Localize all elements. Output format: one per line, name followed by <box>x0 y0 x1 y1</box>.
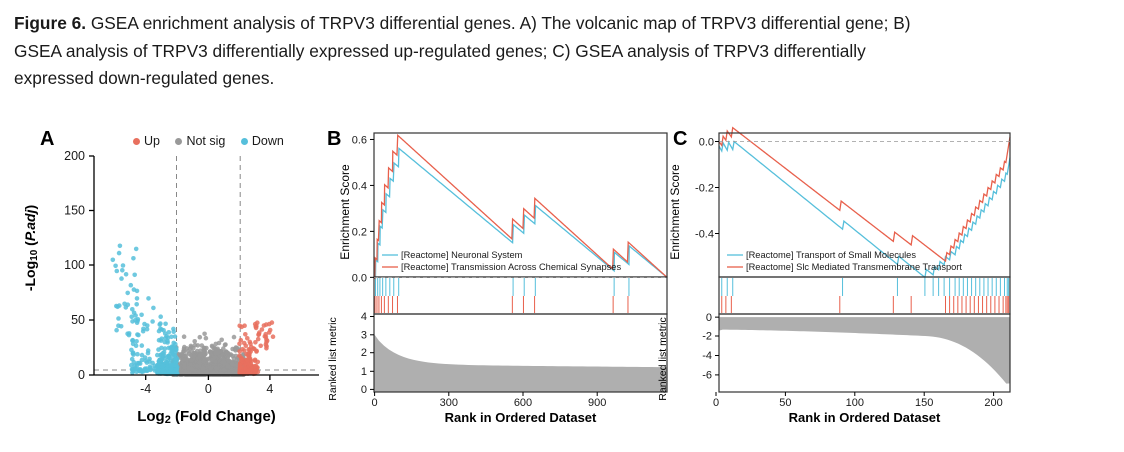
svg-text:0.0: 0.0 <box>699 137 714 149</box>
svg-text:100: 100 <box>846 397 864 409</box>
svg-text:-4: -4 <box>702 350 712 362</box>
svg-text:-2: -2 <box>702 331 712 343</box>
svg-text:-0.4: -0.4 <box>695 229 714 241</box>
svg-text:150: 150 <box>915 397 933 409</box>
svg-text:[Reactome] Slc Mediated Transm: [Reactome] Slc Mediated Transmembrane Tr… <box>746 262 962 272</box>
svg-text:0: 0 <box>706 312 712 324</box>
svg-text:200: 200 <box>984 397 1002 409</box>
svg-text:0: 0 <box>713 397 719 409</box>
svg-text:[Reactome] Transport of Small: [Reactome] Transport of Small Molecules <box>746 250 916 260</box>
svg-text:-6: -6 <box>702 369 712 381</box>
svg-text:-0.2: -0.2 <box>695 183 714 195</box>
svg-text:50: 50 <box>779 397 791 409</box>
